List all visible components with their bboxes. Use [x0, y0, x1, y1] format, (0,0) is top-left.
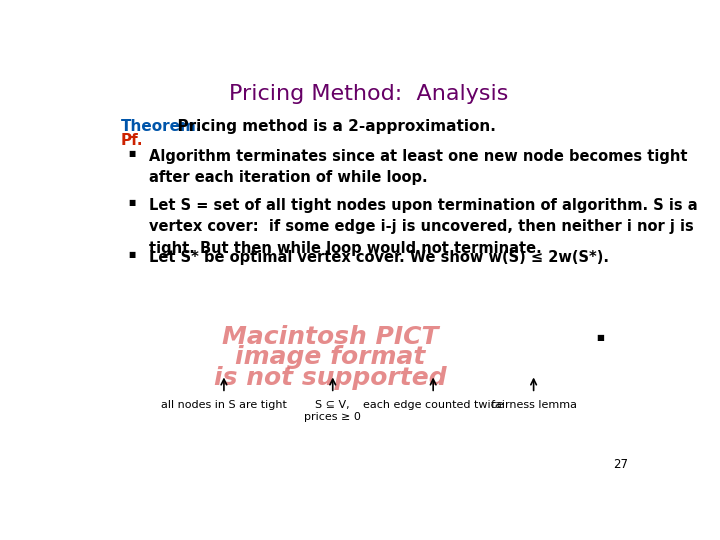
- Text: ■: ■: [128, 198, 135, 207]
- Text: Pricing Method:  Analysis: Pricing Method: Analysis: [229, 84, 509, 104]
- Text: ■: ■: [128, 149, 135, 158]
- Text: Let S = set of all tight nodes upon termination of algorithm. S is a
vertex cove: Let S = set of all tight nodes upon term…: [148, 198, 697, 256]
- Text: Algorithm terminates since at least one new node becomes tight
after each iterat: Algorithm terminates since at least one …: [148, 149, 687, 185]
- Text: ■: ■: [597, 333, 605, 342]
- Text: is not supported: is not supported: [214, 366, 446, 390]
- Text: S ⊆ V,
prices ≥ 0: S ⊆ V, prices ≥ 0: [305, 400, 361, 422]
- Text: ■: ■: [128, 250, 135, 259]
- Text: image format: image format: [235, 346, 425, 369]
- Text: Theorem.: Theorem.: [121, 119, 202, 134]
- Text: fairness lemma: fairness lemma: [490, 400, 577, 409]
- Text: Macintosh PICT: Macintosh PICT: [222, 325, 438, 349]
- Text: Let S* be optimal vertex cover. We show w(S) ≤ 2w(S*).: Let S* be optimal vertex cover. We show …: [148, 250, 608, 265]
- Text: each edge counted twice: each edge counted twice: [363, 400, 503, 409]
- Text: Pf.: Pf.: [121, 133, 143, 148]
- Text: Pricing method is a 2-approximation.: Pricing method is a 2-approximation.: [167, 119, 496, 134]
- Text: 27: 27: [613, 458, 629, 471]
- Text: all nodes in S are tight: all nodes in S are tight: [161, 400, 287, 409]
